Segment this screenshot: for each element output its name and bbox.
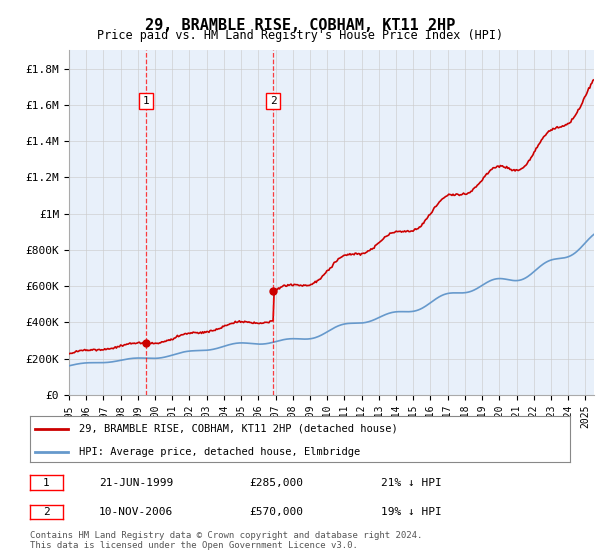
Text: 21-JUN-1999: 21-JUN-1999 (99, 478, 173, 488)
Text: 29, BRAMBLE RISE, COBHAM, KT11 2HP (detached house): 29, BRAMBLE RISE, COBHAM, KT11 2HP (deta… (79, 424, 397, 434)
Text: 2: 2 (270, 96, 277, 106)
Text: £570,000: £570,000 (249, 507, 303, 517)
Text: 1: 1 (43, 478, 50, 488)
Text: HPI: Average price, detached house, Elmbridge: HPI: Average price, detached house, Elmb… (79, 447, 360, 457)
Text: Price paid vs. HM Land Registry's House Price Index (HPI): Price paid vs. HM Land Registry's House … (97, 29, 503, 42)
Text: 29, BRAMBLE RISE, COBHAM, KT11 2HP: 29, BRAMBLE RISE, COBHAM, KT11 2HP (145, 18, 455, 33)
Text: 2: 2 (43, 507, 50, 517)
Text: 10-NOV-2006: 10-NOV-2006 (99, 507, 173, 517)
Text: Contains HM Land Registry data © Crown copyright and database right 2024.
This d: Contains HM Land Registry data © Crown c… (30, 530, 422, 550)
Text: 19% ↓ HPI: 19% ↓ HPI (381, 507, 442, 517)
Text: 21% ↓ HPI: 21% ↓ HPI (381, 478, 442, 488)
Text: 1: 1 (143, 96, 149, 106)
Text: £285,000: £285,000 (249, 478, 303, 488)
